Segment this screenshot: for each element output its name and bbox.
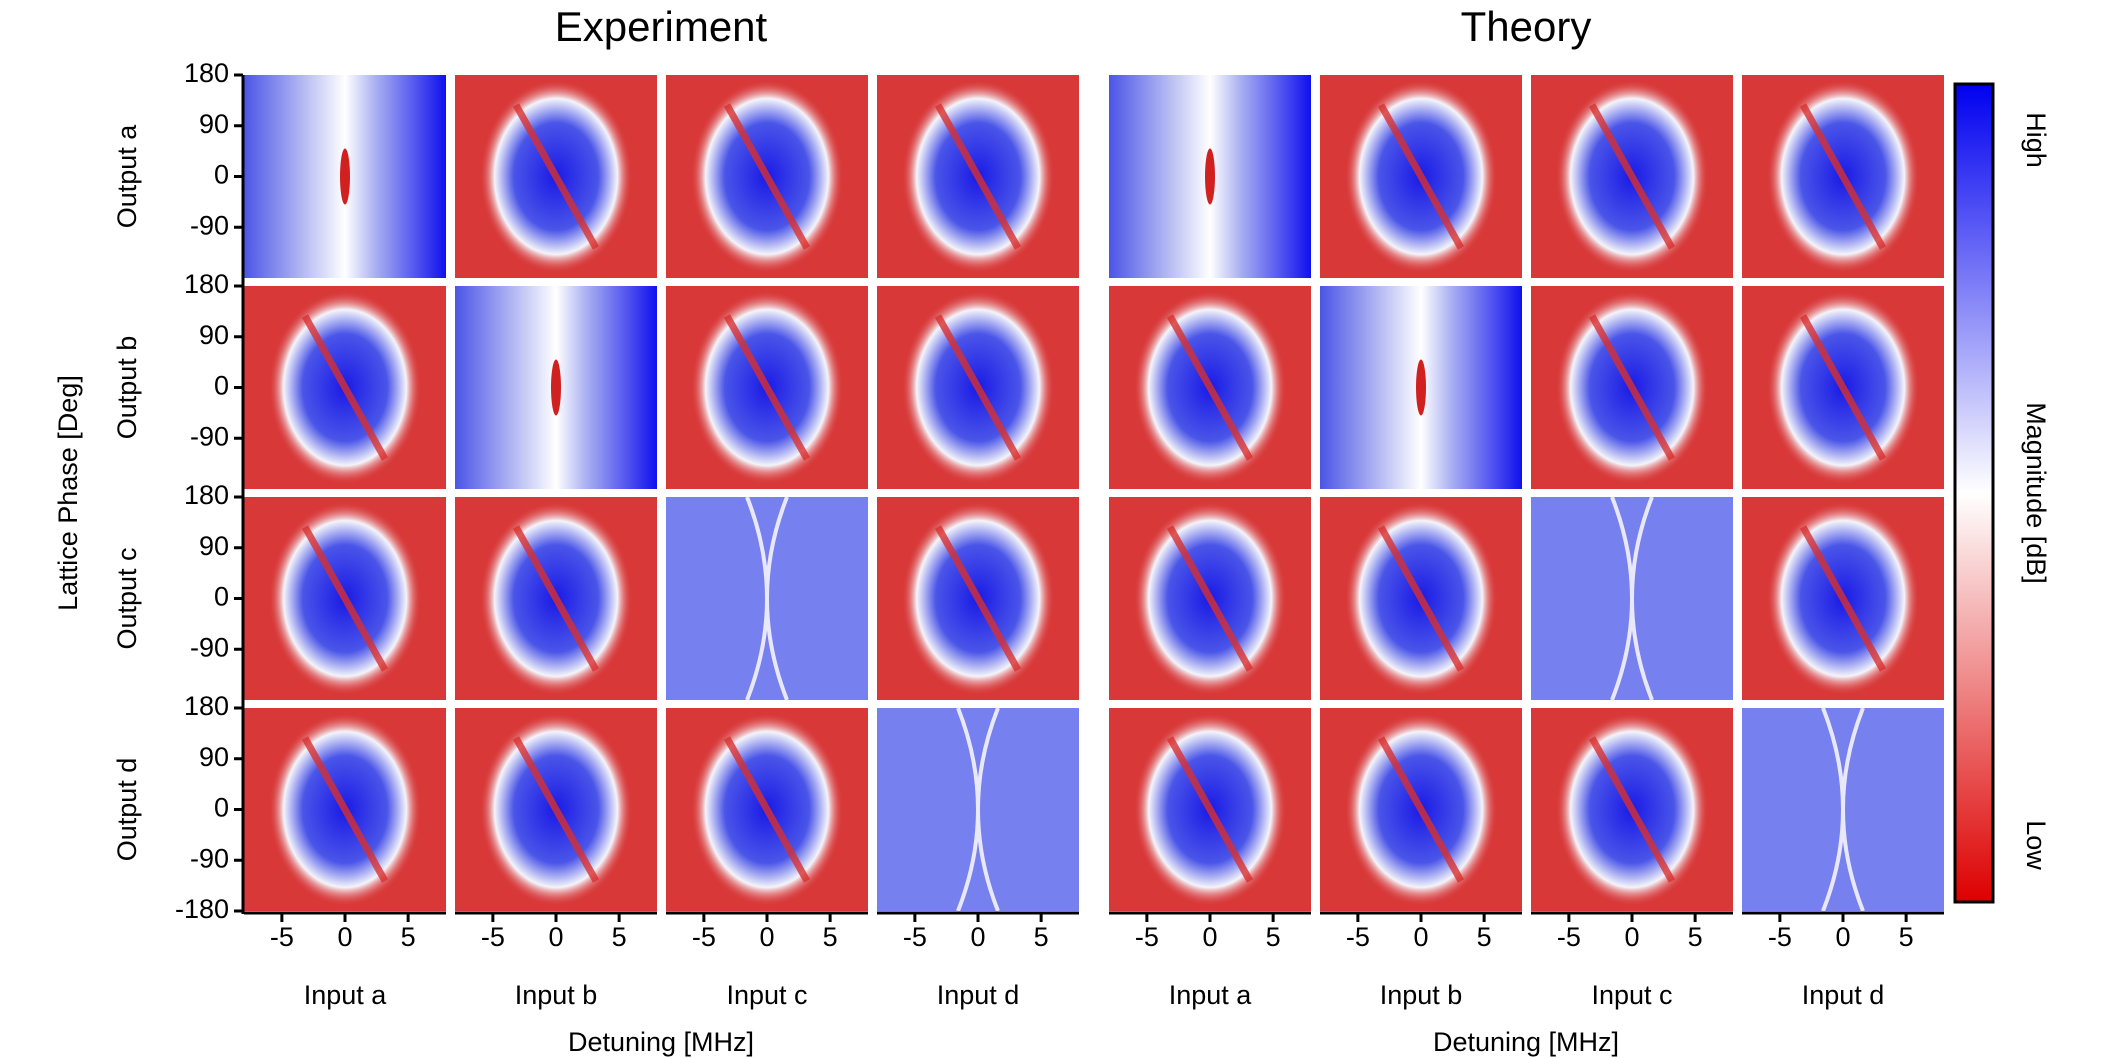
y-tick-label: 90: [199, 320, 229, 350]
heatmap-feature: [340, 148, 350, 205]
heatmap-feature: [1377, 103, 1465, 250]
y-tick-label: 180: [184, 480, 229, 510]
colorbar-high: High: [2021, 112, 2051, 168]
heatmap-feature: [512, 103, 600, 250]
y-tick-label: 90: [199, 531, 229, 561]
group-title: Experiment: [555, 3, 768, 50]
x-tick-label: 5: [1034, 922, 1049, 952]
x-axis-label: Detuning [MHz]: [568, 1027, 754, 1057]
output-label: Output b: [112, 336, 142, 440]
heatmap-feature: [1377, 736, 1465, 883]
heatmap-feature: [1166, 525, 1254, 672]
heatmap-feature: [1799, 103, 1887, 250]
x-axis-label: Detuning [MHz]: [1433, 1027, 1619, 1057]
colorbar-label: Magnitude [dB]: [2021, 402, 2051, 584]
input-label: Input a: [304, 980, 388, 1010]
y-tick-label: 90: [199, 109, 229, 139]
heatmap-feature: [934, 525, 1022, 672]
y-tick-label: 180: [184, 58, 229, 88]
heatmap-feature: [1416, 359, 1426, 416]
x-tick-label: -5: [1557, 922, 1581, 952]
colorbar: [1953, 82, 1995, 904]
heatmap-feature: [301, 314, 389, 461]
x-tick-label: 0: [1624, 922, 1639, 952]
heatmap-feature: [551, 359, 561, 416]
y-tick-label: 0: [214, 582, 229, 612]
heatmap-feature: [512, 525, 600, 672]
heatmap-feature: [1205, 148, 1215, 205]
heatmap-feature: [723, 314, 811, 461]
y-tick-label: -90: [190, 843, 229, 873]
heatmap-feature: [723, 736, 811, 883]
x-tick-label: 5: [823, 922, 838, 952]
heatmap-feature: [1799, 314, 1887, 461]
heatmap-feature: [723, 103, 811, 250]
heatmap-feature: [1799, 525, 1887, 672]
input-label: Input d: [1802, 980, 1885, 1010]
y-tick-label: 0: [214, 371, 229, 401]
x-tick-label: 0: [970, 922, 985, 952]
y-tick-label: 0: [214, 160, 229, 190]
y-tick-label: 90: [199, 742, 229, 772]
x-tick-label: -5: [692, 922, 716, 952]
x-tick-label: 5: [1266, 922, 1281, 952]
y-tick-label: -180: [175, 894, 229, 924]
y-axis-label: Lattice Phase [Deg]: [53, 375, 83, 611]
heatmap-feature: [956, 707, 1000, 912]
heatmap-feature: [1166, 736, 1254, 883]
y-tick-label: -90: [190, 632, 229, 662]
x-tick-label: 5: [1477, 922, 1492, 952]
x-tick-label: 0: [1835, 922, 1850, 952]
input-label: Input c: [726, 980, 807, 1010]
input-label: Input b: [1380, 980, 1463, 1010]
heatmap-feature: [1166, 314, 1254, 461]
x-tick-label: -5: [1346, 922, 1370, 952]
y-tick-label: -90: [190, 421, 229, 451]
heatmap-feature: [934, 314, 1022, 461]
x-tick-label: -5: [903, 922, 927, 952]
x-tick-label: 5: [1899, 922, 1914, 952]
heatmap-feature: [745, 496, 789, 701]
x-tick-label: 5: [1688, 922, 1703, 952]
x-tick-label: -5: [270, 922, 294, 952]
x-tick-label: 5: [401, 922, 416, 952]
x-tick-label: 0: [1202, 922, 1217, 952]
x-tick-label: -5: [481, 922, 505, 952]
heatmap-feature: [1588, 314, 1676, 461]
colorbar-low: Low: [2021, 820, 2051, 870]
heatmap-feature: [934, 103, 1022, 250]
heatmap-feature: [1588, 736, 1676, 883]
input-label: Input d: [937, 980, 1020, 1010]
input-label: Input c: [1591, 980, 1672, 1010]
heatmap-feature: [1377, 525, 1465, 672]
x-tick-label: -5: [1768, 922, 1792, 952]
group-title: Theory: [1461, 3, 1592, 50]
input-label: Input a: [1169, 980, 1253, 1010]
heatmap-feature: [1588, 103, 1676, 250]
heatmap-feature: [301, 525, 389, 672]
output-label: Output d: [112, 758, 142, 862]
x-tick-label: -5: [1135, 922, 1159, 952]
input-label: Input b: [515, 980, 598, 1010]
heatmap-feature: [301, 736, 389, 883]
x-tick-label: 5: [612, 922, 627, 952]
x-tick-label: 0: [548, 922, 563, 952]
y-tick-label: -90: [190, 210, 229, 240]
output-label: Output c: [112, 547, 142, 649]
y-tick-label: 0: [214, 793, 229, 823]
heatmap-feature: [1610, 496, 1654, 701]
heatmap-feature: [512, 736, 600, 883]
output-label: Output a: [112, 124, 142, 229]
y-tick-label: 180: [184, 691, 229, 721]
heatmap-feature: [1821, 707, 1865, 912]
x-tick-label: 0: [337, 922, 352, 952]
x-tick-label: 0: [1413, 922, 1428, 952]
y-tick-label: 180: [184, 269, 229, 299]
x-tick-label: 0: [759, 922, 774, 952]
